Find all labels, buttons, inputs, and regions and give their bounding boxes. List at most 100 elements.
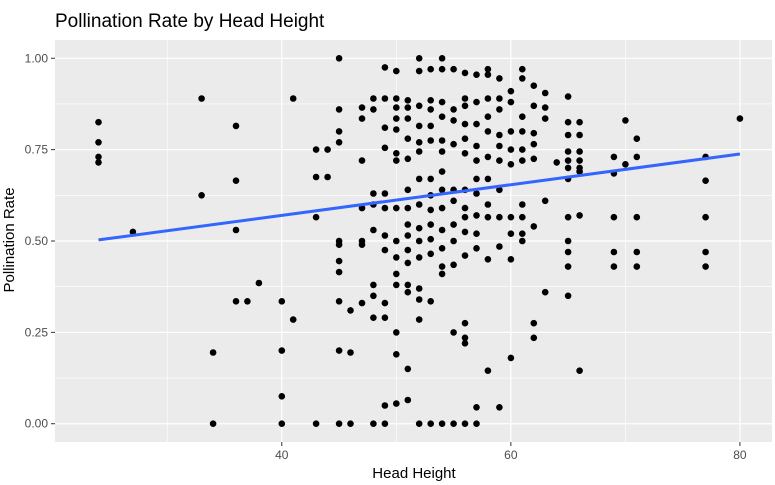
data-point — [438, 263, 446, 270]
data-point — [393, 104, 400, 111]
data-point — [519, 237, 526, 245]
data-point — [404, 288, 412, 296]
data-point — [610, 213, 618, 221]
data-point — [461, 135, 469, 142]
data-point — [473, 420, 480, 428]
data-point — [461, 120, 469, 128]
data-point — [404, 186, 412, 194]
data-point — [312, 420, 320, 428]
data-point — [541, 104, 549, 111]
data-point — [438, 168, 446, 175]
data-point — [438, 420, 446, 428]
data-point — [702, 263, 709, 270]
data-point — [507, 255, 515, 263]
data-point — [335, 257, 343, 265]
data-point — [633, 213, 641, 221]
data-point — [404, 221, 412, 228]
y-tick-label: 0.50 — [25, 234, 49, 248]
data-point — [530, 140, 538, 148]
data-point — [633, 248, 641, 256]
x-axis-ticks: 40 60 80 — [275, 442, 747, 462]
data-point — [232, 226, 240, 234]
data-point — [622, 117, 629, 124]
data-point — [415, 175, 423, 183]
data-point — [312, 146, 320, 153]
data-point — [95, 159, 102, 166]
data-point — [358, 115, 366, 122]
data-point — [427, 250, 435, 258]
y-tick-label: 0.00 — [25, 417, 49, 431]
data-point — [415, 420, 423, 428]
data-point — [358, 104, 366, 111]
data-point — [232, 177, 240, 184]
data-point — [450, 65, 457, 73]
data-point — [404, 135, 412, 142]
data-point — [335, 128, 343, 135]
data-point — [564, 213, 572, 221]
data-point — [461, 213, 469, 221]
data-point — [381, 420, 389, 428]
data-point — [415, 224, 423, 232]
data-point — [404, 204, 412, 212]
data-point — [564, 237, 572, 245]
data-point — [415, 122, 423, 130]
data-point — [633, 135, 641, 142]
data-point — [450, 261, 457, 269]
data-point — [450, 420, 457, 428]
data-point — [381, 64, 389, 71]
data-point — [461, 252, 469, 259]
data-point — [393, 157, 400, 164]
data-point — [427, 298, 435, 305]
data-point — [473, 212, 480, 219]
data-point — [576, 148, 583, 155]
data-point — [427, 175, 435, 183]
data-point — [381, 144, 389, 152]
y-tick-label: 0.75 — [25, 143, 49, 157]
data-point — [473, 175, 480, 183]
data-point — [427, 122, 435, 130]
data-point — [393, 115, 400, 122]
data-point — [496, 243, 503, 250]
data-point — [438, 55, 446, 62]
x-tick-label: 40 — [275, 448, 289, 462]
data-point — [209, 420, 217, 428]
data-point — [438, 186, 446, 194]
data-point — [519, 213, 526, 221]
data-point — [473, 230, 480, 237]
data-point — [404, 104, 412, 111]
data-point — [381, 204, 389, 212]
data-point — [519, 230, 526, 237]
data-point — [473, 71, 480, 78]
data-point — [461, 228, 469, 236]
major-grid — [55, 40, 772, 442]
data-point — [736, 115, 744, 122]
x-tick-label: 60 — [504, 448, 518, 462]
data-point — [473, 245, 480, 252]
data-point — [484, 128, 492, 135]
data-point — [393, 67, 400, 75]
y-axis-ticks: 0.00 0.25 0.50 0.75 1.00 — [25, 51, 55, 431]
data-point — [404, 259, 412, 267]
data-point — [438, 204, 446, 212]
data-point — [702, 248, 709, 256]
data-point — [370, 190, 377, 197]
data-point — [461, 420, 469, 428]
data-point — [438, 148, 446, 155]
data-point — [289, 316, 297, 323]
data-point — [358, 299, 366, 307]
data-point — [530, 223, 538, 230]
data-point — [404, 232, 412, 239]
data-point — [484, 175, 492, 183]
data-point — [393, 329, 400, 336]
data-point — [564, 93, 572, 100]
data-point — [427, 420, 435, 428]
data-point — [404, 155, 412, 163]
data-point — [564, 248, 572, 256]
data-point — [450, 237, 457, 245]
data-point — [232, 122, 240, 130]
data-point — [519, 128, 526, 135]
data-point — [450, 329, 457, 336]
data-point — [610, 153, 618, 161]
data-point — [530, 155, 538, 163]
data-point — [473, 404, 480, 411]
